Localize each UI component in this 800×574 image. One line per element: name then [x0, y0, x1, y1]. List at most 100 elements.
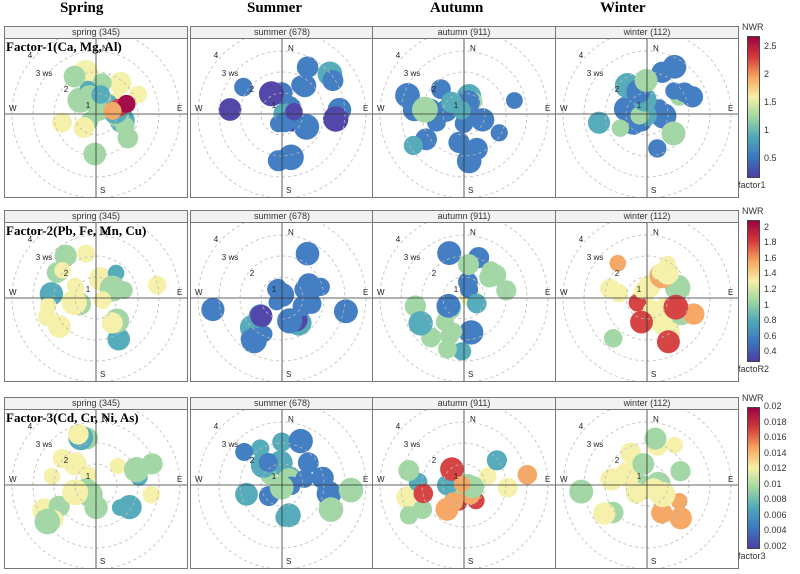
- legend-tick: 1.4: [764, 268, 777, 279]
- legend-tick: 1.5: [764, 97, 777, 108]
- ring-label: 1: [637, 472, 642, 481]
- ring-label: 1: [454, 472, 459, 481]
- nwr-surface: [218, 56, 352, 172]
- compass-label: E: [363, 104, 368, 113]
- legend-tick: 0.018: [764, 416, 787, 427]
- ring-label: 1: [454, 285, 459, 294]
- nwr-cell: [54, 262, 71, 279]
- legend-tick: 0.5: [764, 153, 777, 164]
- nwr-cell: [459, 320, 484, 345]
- panel-strip: spring (345): [5, 27, 187, 39]
- nwr-cell: [256, 325, 273, 342]
- compass-label: W: [9, 288, 17, 297]
- compass-label: E: [177, 288, 182, 297]
- polar-plot: 1 2 3 ws4 N S E W: [556, 223, 738, 381]
- nwr-cell: [142, 486, 161, 504]
- legend-tick: 2: [764, 221, 770, 232]
- nwr-surface: [600, 254, 705, 354]
- nwr-cell: [296, 56, 319, 78]
- compass-label: W: [377, 104, 385, 113]
- compass-label: S: [100, 557, 105, 566]
- compass-label: W: [195, 475, 203, 484]
- ring-label: 1: [272, 101, 277, 110]
- compass-label: S: [286, 557, 291, 566]
- nwr-cell: [93, 291, 112, 309]
- compass-label: N: [288, 228, 294, 237]
- nwr-cell: [443, 492, 464, 512]
- compass-label: W: [560, 104, 568, 113]
- ring-label: 2: [432, 85, 437, 94]
- nwr-cell: [52, 448, 72, 469]
- nwr-cell: [83, 142, 107, 166]
- nwr-cell: [77, 244, 95, 263]
- nwr-cell: [101, 312, 123, 334]
- compass-label: N: [653, 415, 659, 424]
- nwr-cell: [51, 112, 72, 133]
- ring-label: 2: [250, 456, 255, 465]
- legend-tick: 0.6: [764, 330, 777, 341]
- nwr-cell: [444, 322, 463, 341]
- nwr-surface: [37, 244, 167, 351]
- polar-panel: summer (678) 1 2 3 ws 4 N S E W: [190, 26, 374, 198]
- nwr-cell: [73, 117, 95, 139]
- compass-label: E: [545, 475, 550, 484]
- ring-label: 4: [28, 422, 33, 431]
- nwr-cell: [43, 468, 61, 485]
- nwr-cell: [258, 81, 284, 107]
- nwr-surface: [396, 450, 538, 525]
- nwr-cell: [277, 308, 303, 334]
- compass-label: E: [728, 475, 733, 484]
- compass-label: E: [177, 104, 182, 113]
- panel-strip: winter (112): [556, 27, 738, 39]
- factor-label: Factor-3(Cd, Cr, Ni, As): [6, 410, 139, 425]
- legend-colorbar: [747, 36, 760, 178]
- compass-label: N: [653, 228, 659, 237]
- compass-label: W: [377, 288, 385, 297]
- nwr-cell: [288, 428, 313, 454]
- polar-panel: spring (345) 1 2 3 ws 4 N S E W: [4, 26, 188, 198]
- ring-label: 4: [214, 235, 219, 244]
- nwr-surface: [51, 59, 147, 166]
- legend-tick: 2: [764, 69, 770, 80]
- compass-label: S: [100, 186, 105, 195]
- nwr-hotspot: [117, 94, 136, 113]
- nwr-cell: [123, 457, 150, 483]
- compass-label: N: [102, 415, 108, 424]
- nwr-cell: [147, 275, 167, 295]
- legend-tick: 0.004: [764, 525, 787, 536]
- ring-label: 4: [214, 51, 219, 60]
- nwr-cell: [666, 436, 683, 454]
- nwr-cell: [625, 482, 647, 504]
- legend-tick: 0.02: [764, 401, 782, 411]
- nwr-cell: [663, 294, 689, 320]
- ring-label: 3 ws: [222, 69, 238, 78]
- polar-panel: autumn (911) 1 2 3 ws 4 N S E W: [372, 26, 556, 198]
- nwr-cell: [669, 507, 692, 530]
- ring-label: 1: [272, 285, 277, 294]
- compass-label: E: [177, 475, 182, 484]
- nwr-cell: [484, 264, 507, 286]
- compass-label: W: [377, 475, 385, 484]
- factor-label: Factor-2(Pb, Fe, Mn, Cu): [6, 223, 147, 238]
- nwr-cell: [333, 299, 358, 324]
- legend-tick: 1.8: [764, 237, 777, 248]
- ring-label: 4: [396, 235, 401, 244]
- legend-colorbar: [747, 407, 760, 549]
- polar-panel: summer (678) 1 2 3 ws 4 N S E W: [190, 210, 374, 382]
- legend-tick: 0.006: [764, 509, 787, 520]
- ring-label: 3 ws: [404, 69, 420, 78]
- nwr-cell: [459, 280, 479, 299]
- compass-label: S: [651, 370, 656, 379]
- compass-label: E: [363, 288, 368, 297]
- ring-label: 3 ws: [36, 440, 52, 449]
- nwr-cell: [293, 114, 320, 140]
- nwr-cell: [644, 427, 667, 450]
- panel-strip: winter (112): [556, 211, 738, 223]
- nwr-cell: [201, 297, 225, 322]
- nwr-cell: [111, 499, 129, 516]
- nwr-cell: [437, 241, 462, 266]
- nwr-cell: [293, 74, 317, 98]
- nwr-surface: [569, 427, 692, 530]
- nwr-cell: [452, 101, 471, 120]
- nwr-cell: [395, 83, 420, 108]
